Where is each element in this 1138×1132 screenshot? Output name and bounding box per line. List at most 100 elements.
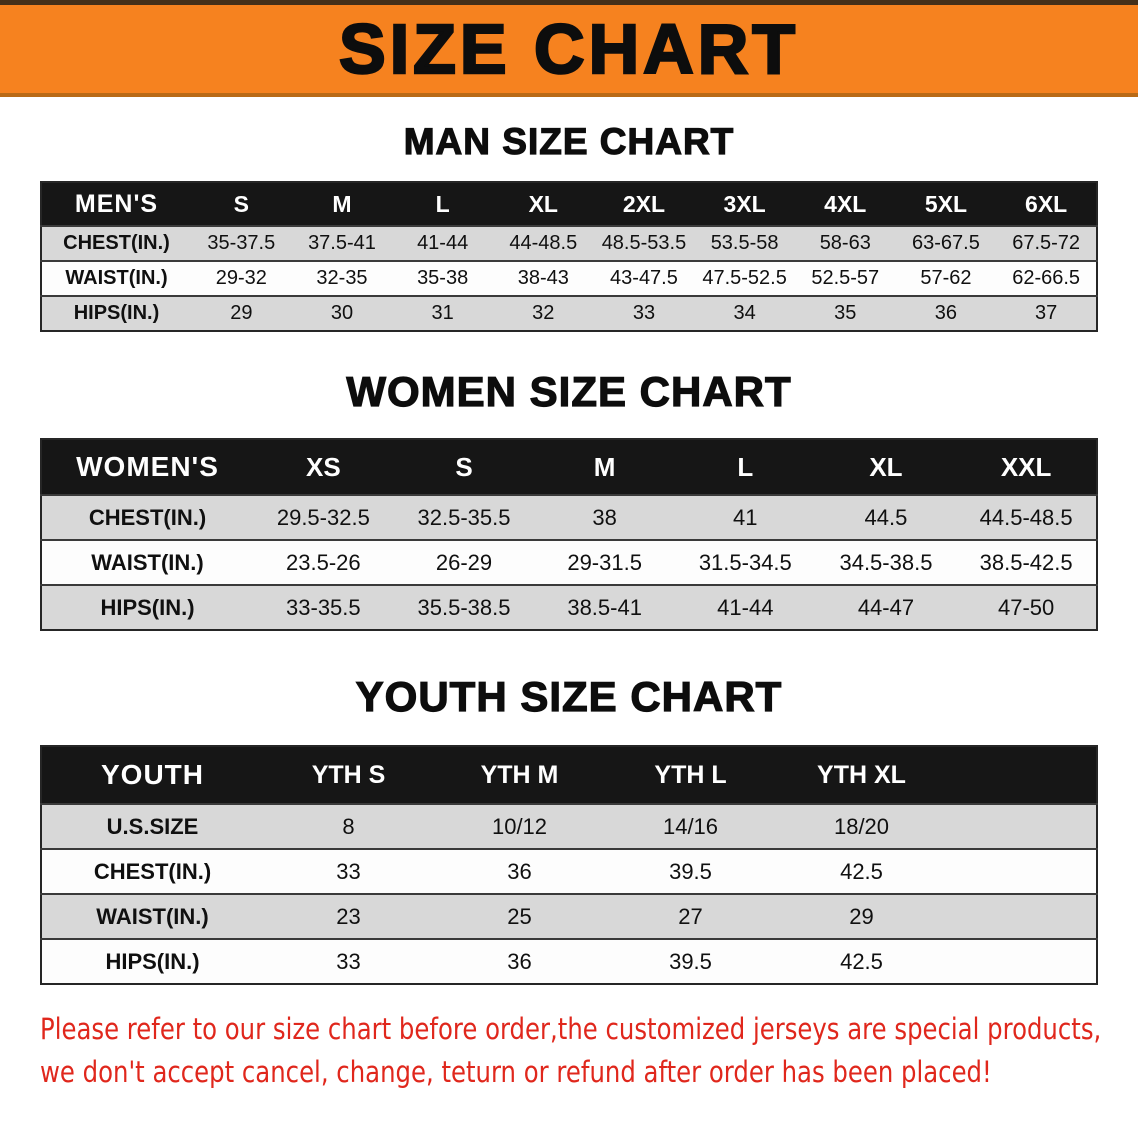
table-header-row: MEN'S S M L XL 2XL 3XL 4XL 5XL 6XL bbox=[41, 182, 1097, 226]
size-value: 38 bbox=[592, 504, 617, 530]
size-value: 32.5-35.5 bbox=[417, 504, 511, 530]
size-value: 29 bbox=[230, 302, 253, 324]
size-value: 33 bbox=[632, 302, 656, 324]
size-column-header: 3XL bbox=[694, 182, 795, 226]
table-header-row: YOUTH YTH S YTH M YTH L YTH XL bbox=[41, 746, 1097, 804]
size-column-header: YTH XL bbox=[776, 746, 947, 804]
row-label: HIPS(IN.) bbox=[105, 948, 200, 974]
size-value: 10/12 bbox=[491, 813, 548, 839]
size-value: 32 bbox=[532, 302, 555, 324]
men-size-section: MAN SIZE CHART MEN'S S M L XL 2XL 3XL 4XL 5XL 6XL… bbox=[0, 120, 1138, 332]
size-column-header: YTH S bbox=[263, 746, 434, 804]
row-label: CHEST(IN.) bbox=[88, 504, 207, 530]
table-row: HIPS(IN.) 33 36 39.5 42.5 bbox=[41, 939, 1097, 984]
size-value: 44-47 bbox=[857, 594, 915, 620]
row-filler bbox=[947, 894, 1097, 939]
size-column-header: YTH L bbox=[605, 746, 776, 804]
size-column-header: XS bbox=[253, 439, 394, 495]
table-row: WAIST(IN.) 23.5-26 26-29 29-31.5 31.5-34.5 34… bbox=[41, 540, 1097, 585]
size-value: 37 bbox=[1035, 302, 1058, 324]
row-filler bbox=[947, 939, 1097, 984]
table-row: WAIST(IN.) 29-32 32-35 35-38 38-43 43-47.5 47.… bbox=[41, 261, 1097, 296]
youth-size-table: YOUTH YTH S YTH M YTH L YTH XL U.S.SIZE 8 10/12… bbox=[40, 745, 1098, 985]
size-column-header: 4XL bbox=[794, 182, 896, 226]
table-title-cell: WOMEN'S bbox=[41, 439, 253, 495]
table-row: CHEST(IN.) 35-37.5 37.5-41 41-44 44-48.5 48.5… bbox=[41, 226, 1097, 261]
size-value: 38.5-41 bbox=[567, 594, 642, 620]
size-value: 53.5-58 bbox=[710, 232, 779, 254]
size-column-header: L bbox=[674, 439, 816, 495]
table-row: HIPS(IN.) 33-35.5 35.5-38.5 38.5-41 41-44 44-… bbox=[41, 585, 1097, 630]
size-column-header: XL bbox=[815, 439, 957, 495]
size-column-header: 2XL bbox=[593, 182, 695, 226]
size-value: 29-31.5 bbox=[567, 549, 642, 575]
size-value: 38.5-42.5 bbox=[979, 549, 1073, 575]
size-value: 39.5 bbox=[669, 858, 712, 884]
table-row: CHEST(IN.) 33 36 39.5 42.5 bbox=[41, 849, 1097, 894]
banner-title: SIZE CHART bbox=[338, 10, 799, 88]
table-row: WAIST(IN.) 23 25 27 29 bbox=[41, 894, 1097, 939]
size-value: 52.5-57 bbox=[811, 267, 880, 289]
header-filler bbox=[947, 746, 1097, 804]
women-size-section: WOMEN SIZE CHART WOMEN'S XS S M L XL XXL CHEST(… bbox=[0, 367, 1138, 631]
size-column-header: 6XL bbox=[996, 182, 1097, 226]
size-column-header: XL bbox=[492, 182, 594, 226]
row-label: WAIST(IN.) bbox=[91, 549, 204, 575]
table-row: U.S.SIZE 8 10/12 14/16 18/20 bbox=[41, 804, 1097, 849]
notice-line-2: we don't accept cancel, change, teturn o… bbox=[40, 1055, 992, 1089]
size-column-header: M bbox=[291, 182, 393, 226]
size-column-header: YTH M bbox=[434, 746, 605, 804]
row-label: CHEST(IN.) bbox=[63, 232, 170, 254]
size-value: 23.5-26 bbox=[286, 549, 361, 575]
size-value: 33 bbox=[336, 948, 361, 974]
size-value: 34 bbox=[733, 302, 756, 324]
size-value: 34.5-38.5 bbox=[839, 549, 933, 575]
size-value: 26-29 bbox=[435, 549, 493, 575]
row-label: WAIST(IN.) bbox=[65, 267, 168, 289]
size-value: 42.5 bbox=[840, 948, 883, 974]
size-value: 44-48.5 bbox=[509, 232, 578, 254]
size-value: 29-32 bbox=[215, 267, 267, 289]
size-value: 63-67.5 bbox=[912, 232, 980, 254]
size-value: 48.5-53.5 bbox=[601, 232, 687, 254]
row-filler bbox=[947, 849, 1097, 894]
youth-section-heading: YOUTH SIZE CHART bbox=[355, 672, 783, 720]
row-label: HIPS(IN.) bbox=[73, 302, 160, 324]
size-value: 29.5-32.5 bbox=[276, 504, 370, 530]
size-value: 41-44 bbox=[417, 232, 469, 254]
size-value: 36 bbox=[934, 302, 958, 324]
size-value: 62-66.5 bbox=[1012, 267, 1081, 289]
size-value: 27 bbox=[678, 903, 703, 929]
size-value: 47.5-52.5 bbox=[702, 267, 787, 289]
size-value: 36 bbox=[507, 948, 532, 974]
size-column-header: L bbox=[392, 182, 493, 226]
size-value: 44.5 bbox=[864, 504, 908, 530]
size-column-header: M bbox=[534, 439, 675, 495]
size-value: 31 bbox=[431, 302, 454, 324]
table-row: HIPS(IN.) 29 30 31 32 33 34 35 36 37 bbox=[41, 296, 1097, 331]
table-row: CHEST(IN.) 29.5-32.5 32.5-35.5 38 41 44.5 44.5… bbox=[41, 495, 1097, 540]
size-value: 33-35.5 bbox=[286, 594, 361, 620]
men-size-table: MEN'S S M L XL 2XL 3XL 4XL 5XL 6XL CHEST(IN.) 35-37… bbox=[40, 181, 1098, 332]
size-value: 57-62 bbox=[920, 267, 972, 289]
row-label: HIPS(IN.) bbox=[100, 594, 195, 620]
size-value: 44.5-48.5 bbox=[979, 504, 1073, 530]
size-value: 41 bbox=[733, 504, 758, 530]
notice-line-1: Please refer to our size chart before or… bbox=[40, 1012, 1102, 1046]
size-value: 37.5-41 bbox=[308, 232, 376, 254]
table-title-cell: YOUTH bbox=[41, 746, 263, 804]
size-value: 23 bbox=[336, 903, 361, 929]
size-column-header: XXL bbox=[956, 439, 1097, 495]
size-value: 39.5 bbox=[669, 948, 712, 974]
size-value: 18/20 bbox=[833, 813, 890, 839]
size-value: 41-44 bbox=[717, 594, 774, 620]
size-value: 67.5-72 bbox=[1012, 232, 1081, 254]
size-column-header: S bbox=[393, 439, 535, 495]
table-header-row: WOMEN'S XS S M L XL XXL bbox=[41, 439, 1097, 495]
size-value: 42.5 bbox=[840, 858, 883, 884]
size-value: 29 bbox=[849, 903, 874, 929]
row-label: WAIST(IN.) bbox=[96, 903, 209, 929]
size-value: 31.5-34.5 bbox=[698, 549, 792, 575]
size-value: 8 bbox=[342, 813, 355, 839]
